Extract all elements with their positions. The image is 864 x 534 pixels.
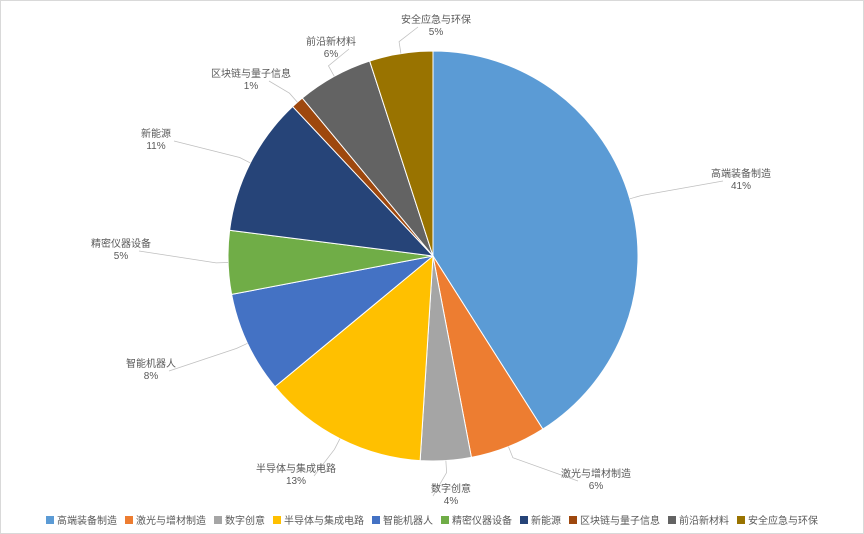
legend-label: 数字创意: [225, 516, 265, 527]
legend-swatch: [668, 516, 676, 524]
leader-line: [399, 27, 418, 54]
legend-swatch: [441, 516, 449, 524]
legend-swatch: [372, 516, 380, 524]
legend-item: 精密仪器设备: [441, 512, 512, 527]
pie-chart-canvas: [1, 1, 864, 534]
legend-item: 前沿新材料: [668, 512, 729, 527]
chart-legend: 高端装备制造 激光与增材制造 数字创意 半导体与集成电路 智能机器人 精密仪器设备 新能源 区…: [1, 512, 863, 527]
leader-line: [174, 141, 250, 163]
legend-item: 半导体与集成电路: [273, 512, 364, 527]
legend-item: 安全应急与环保: [737, 512, 818, 527]
legend-label: 高端装备制造: [57, 516, 117, 527]
legend-item: 高端装备制造: [46, 512, 117, 527]
legend-label: 半导体与集成电路: [284, 516, 364, 527]
legend-label: 安全应急与环保: [748, 516, 818, 527]
legend-swatch: [46, 516, 54, 524]
legend-item: 智能机器人: [372, 512, 433, 527]
leader-line: [139, 251, 228, 263]
legend-item: 数字创意: [214, 512, 265, 527]
leader-line: [433, 461, 447, 496]
legend-item: 区块链与量子信息: [569, 512, 660, 527]
legend-item: 新能源: [520, 512, 561, 527]
pie-chart-container: 高端装备制造41%激光与增材制造6%数字创意4%半导体与集成电路13%智能机器人…: [0, 0, 864, 534]
legend-swatch: [125, 516, 133, 524]
legend-label: 区块链与量子信息: [580, 516, 660, 527]
legend-label: 新能源: [531, 516, 561, 527]
leader-line: [169, 343, 248, 371]
leader-line: [314, 439, 340, 476]
legend-item: 激光与增材制造: [125, 512, 206, 527]
legend-swatch: [520, 516, 528, 524]
legend-swatch: [273, 516, 281, 524]
legend-label: 前沿新材料: [679, 516, 729, 527]
legend-label: 智能机器人: [383, 516, 433, 527]
leader-line: [508, 447, 578, 481]
legend-swatch: [214, 516, 222, 524]
legend-swatch: [569, 516, 577, 524]
leader-line: [269, 81, 297, 102]
legend-label: 激光与增材制造: [136, 516, 206, 527]
legend-swatch: [737, 516, 745, 524]
legend-label: 精密仪器设备: [452, 516, 512, 527]
leader-line: [630, 181, 723, 199]
